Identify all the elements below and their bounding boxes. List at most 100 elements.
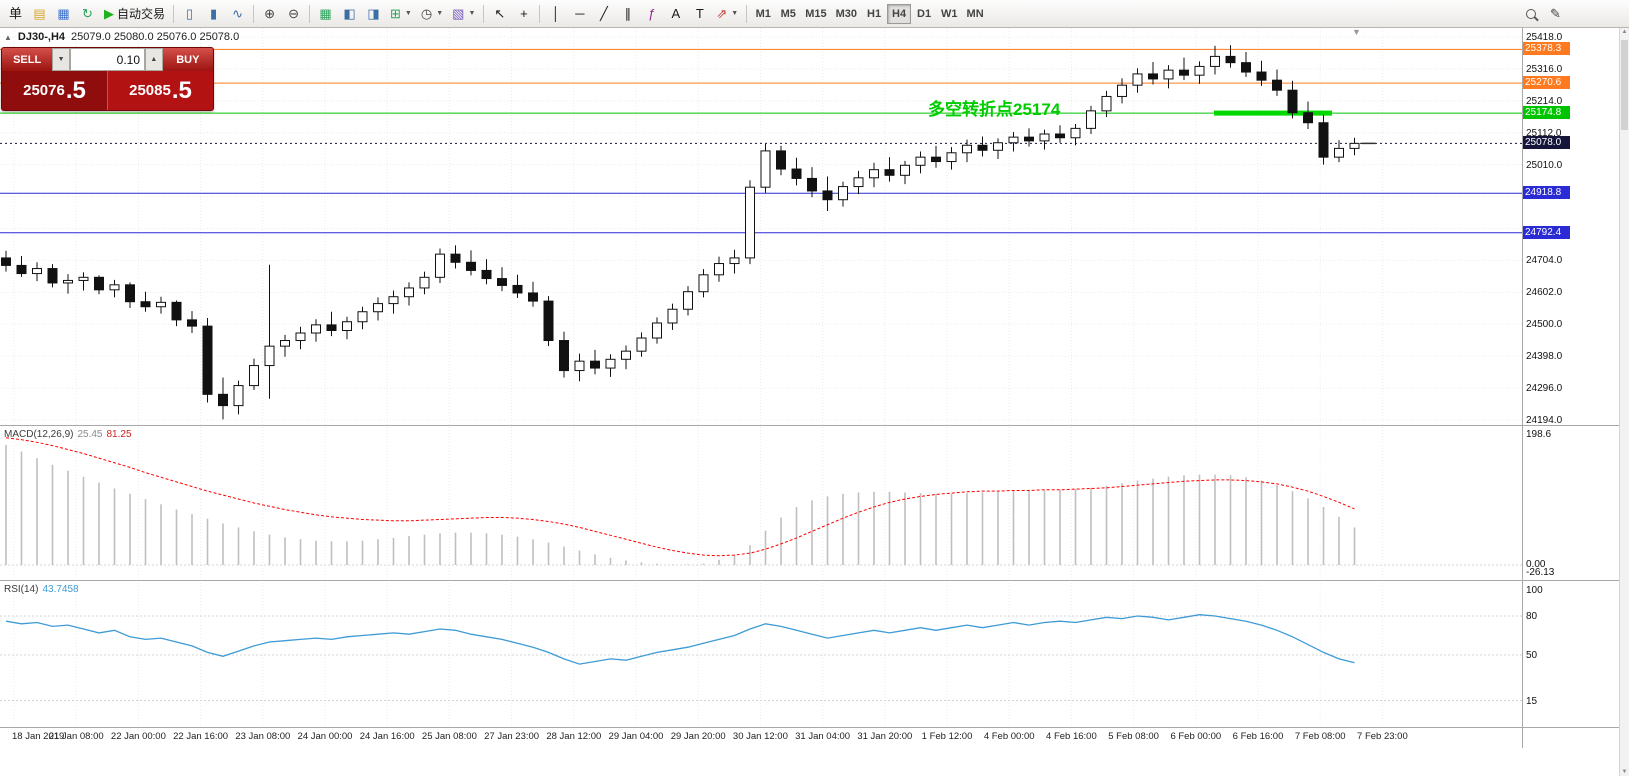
trade-panel-top-row: SELL ▼ ▲ BUY xyxy=(2,48,213,71)
timeframe-mn[interactable]: MN xyxy=(963,4,988,24)
dropdown-caret-icon: ▼ xyxy=(468,10,476,17)
time-axis-label: 22 Jan 16:00 xyxy=(173,731,229,742)
candlestick-series xyxy=(1,45,1360,420)
profiles-icon[interactable]: ▤ xyxy=(28,3,51,25)
scrollbar-thumb[interactable] xyxy=(1621,40,1628,130)
macd-signal-line xyxy=(5,437,1355,557)
text-label-icon[interactable]: T xyxy=(688,3,711,25)
volume-input[interactable] xyxy=(70,48,145,71)
magnifier-glyph xyxy=(1525,8,1536,19)
rsi-name: RSI(14) xyxy=(4,584,39,595)
zoom-out-icon[interactable]: ⊖ xyxy=(282,3,305,25)
horizontal-line-icon[interactable]: ─ xyxy=(568,3,591,25)
toolbar-separator xyxy=(253,4,255,23)
time-axis-label: 4 Feb 16:00 xyxy=(1046,731,1097,742)
price-axis-label: 25010.0 xyxy=(1526,159,1563,171)
dropdown-caret-icon: ▼ xyxy=(731,10,739,17)
candlestick-chart-icon[interactable]: ▮ xyxy=(202,3,225,25)
timeframe-m30[interactable]: M30 xyxy=(832,4,861,24)
price-level-badge: 25270.6 xyxy=(1523,76,1570,90)
rsi-value: 43.7458 xyxy=(42,584,79,595)
one-click-trading-panel: SELL ▼ ▲ BUY 25076.5 25085.5 xyxy=(1,47,214,111)
timeframe-m15[interactable]: M15 xyxy=(801,4,830,24)
toolbar-right-icons: ✎ xyxy=(1519,3,1625,25)
sell-button[interactable]: SELL xyxy=(2,48,53,71)
cursor-icon[interactable]: ↖ xyxy=(488,3,511,25)
scroll-up-icon[interactable]: ▲ xyxy=(1621,29,1628,35)
oct-toggle-icon[interactable]: ▲ xyxy=(4,32,12,42)
new-order-button[interactable]: 单 xyxy=(4,3,27,25)
macd-axis-label: 0.00 xyxy=(1526,559,1546,570)
crosshair-icon[interactable]: + xyxy=(512,3,535,25)
trendline-icon[interactable]: ╱ xyxy=(592,3,615,25)
price-axis-label: 25112.0 xyxy=(1526,127,1562,139)
timeframe-m5[interactable]: M5 xyxy=(776,4,800,24)
price-axis-label: 24296.0 xyxy=(1526,383,1563,395)
market-watch-icon[interactable]: ▦ xyxy=(52,3,75,25)
time-axis-label: 21 Jan 08:00 xyxy=(48,731,104,742)
buy-button[interactable]: BUY xyxy=(162,48,213,71)
time-axis-label: 5 Feb 08:00 xyxy=(1108,731,1159,742)
autotrading-button[interactable]: ▶ 自动交易 xyxy=(100,3,169,25)
timeframe-w1[interactable]: W1 xyxy=(937,4,962,24)
periods-icon[interactable]: ◷ ▼ xyxy=(417,3,447,25)
search-icon[interactable] xyxy=(1519,3,1542,25)
sell-price[interactable]: 25076.5 xyxy=(2,71,108,110)
zoom-in-icon[interactable]: ⊕ xyxy=(258,3,281,25)
toolbar-separator xyxy=(539,4,541,23)
time-axis-label: 29 Jan 20:00 xyxy=(670,731,726,742)
price-axis-label: 25418.0 xyxy=(1526,32,1563,43)
arrows-icon[interactable]: ⇗ ▼ xyxy=(712,3,742,25)
bars-chart-icon[interactable]: ▯ xyxy=(178,3,201,25)
timeframe-d1[interactable]: D1 xyxy=(912,4,936,24)
trade-panel-prices: 25076.5 25085.5 xyxy=(2,71,213,110)
fibonacci-icon[interactable]: ƒ xyxy=(640,3,663,25)
price-axis-label: 24704.0 xyxy=(1526,255,1563,267)
templates-icon[interactable]: ▧ ▼ xyxy=(448,3,479,25)
toolbar-separator xyxy=(746,4,748,23)
volume-up-button[interactable]: ▲ xyxy=(145,48,163,71)
toolbar-separator xyxy=(309,4,311,23)
line-chart-icon[interactable]: ∿ xyxy=(226,3,249,25)
price-level-badge: 24918.8 xyxy=(1523,186,1570,200)
buy-price[interactable]: 25085.5 xyxy=(108,71,213,110)
vertical-line-icon[interactable]: │ xyxy=(544,3,567,25)
timeframe-h4[interactable]: H4 xyxy=(887,3,912,24)
price-level-badge: 25078.0 xyxy=(1523,136,1570,150)
time-axis-label: 28 Jan 12:00 xyxy=(546,731,602,742)
time-axis-label: 22 Jan 00:00 xyxy=(110,731,166,742)
arrange-horizontal-icon[interactable]: ◧ xyxy=(338,3,361,25)
chart-shift-marker[interactable]: ▼ xyxy=(1352,27,1361,37)
time-axis-label: 25 Jan 08:00 xyxy=(421,731,477,742)
time-axis-label: 30 Jan 12:00 xyxy=(732,731,788,742)
data-window-icon[interactable]: ↻ xyxy=(76,3,99,25)
volume-dropdown-button[interactable]: ▼ xyxy=(52,48,70,71)
price-axis-label: 24194.0 xyxy=(1526,414,1563,426)
time-axis-label: 7 Feb 23:00 xyxy=(1357,731,1408,742)
macd-signal-value: 81.25 xyxy=(106,429,132,440)
ohlc-quote: 25079.0 25080.0 25076.0 25078.0 xyxy=(71,31,240,43)
scroll-down-icon[interactable]: ▼ xyxy=(1621,769,1628,775)
channel-icon[interactable]: ∥ xyxy=(616,3,639,25)
arrange-vertical-icon[interactable]: ◨ xyxy=(362,3,385,25)
pivot-line-segment xyxy=(1214,110,1332,116)
price-axis-label: 25316.0 xyxy=(1526,63,1563,75)
new-chart-icon[interactable]: ⊞ ▼ xyxy=(386,3,416,25)
toolbar-buttons: 单 ▤ ▦ ↻ ▶ 自动交易 ▯ ▮ ∿ ⊕ ⊖ ▦ ◧ ◨ ⊞ ▼ ◷ ▼ ▧ ▼ ↖ + │ ─ ╱ ∥ ƒ A T ⇗ ▼ M1 M5 M1… xyxy=(4,3,1519,25)
price-level-badge: 25378.3 xyxy=(1523,42,1570,56)
toolbar-separator xyxy=(483,4,485,23)
dropdown-caret-icon: ▼ xyxy=(436,10,444,17)
text-icon[interactable]: A xyxy=(664,3,687,25)
rsi-axis-label: 80 xyxy=(1526,611,1538,622)
timeframe-m1[interactable]: M1 xyxy=(751,4,775,24)
tile-windows-icon[interactable]: ▦ xyxy=(314,3,337,25)
vertical-scrollbar[interactable]: ▲ ▼ xyxy=(1619,28,1629,776)
symbol-period: DJ30-,H4 xyxy=(17,31,65,43)
timeframe-h1[interactable]: H1 xyxy=(862,4,886,24)
edit-icon[interactable]: ✎ xyxy=(1544,3,1567,25)
